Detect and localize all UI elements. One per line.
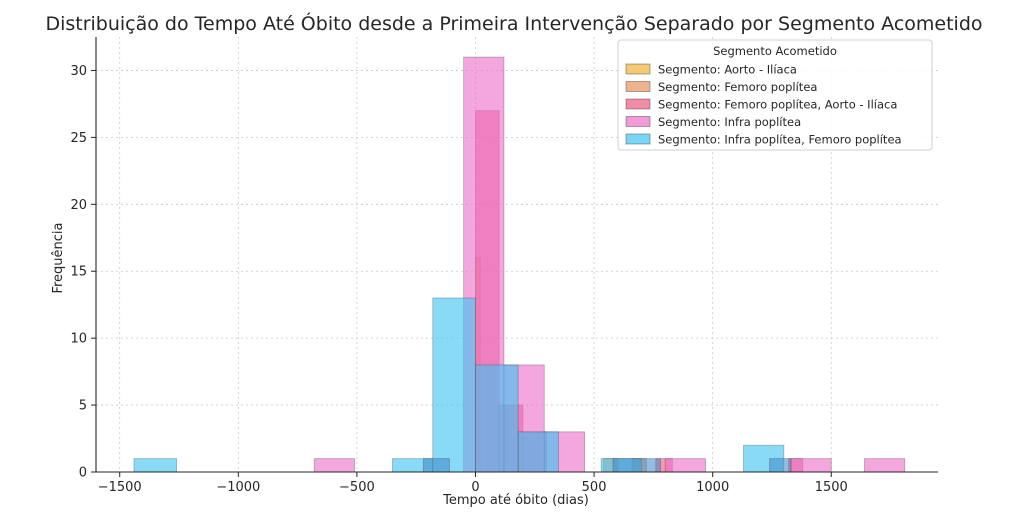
histogram-bar: [864, 458, 906, 473]
legend-frame: [617, 39, 933, 151]
x-tick-label: −1500: [98, 480, 142, 495]
histogram-bar: [133, 458, 178, 473]
x-tick-label: 500: [582, 480, 607, 495]
axes-layer: [95, 37, 938, 473]
histogram-bar: [790, 458, 832, 473]
y-tick-label: 10: [70, 332, 87, 347]
legend-label: Segmento: Aorto - Ilíaca: [658, 63, 797, 77]
y-axis-label: Frequência: [51, 222, 66, 293]
legend-label: Segmento: Infra poplítea: [658, 115, 801, 129]
bars-layer: [133, 56, 906, 473]
y-tick-label: 5: [79, 399, 87, 414]
histogram-bar-overlap: [769, 458, 792, 473]
histogram-bar: [475, 364, 519, 473]
histogram-bar: [432, 297, 476, 473]
legend-swatch: [625, 98, 651, 110]
x-tick-label: 1000: [696, 480, 729, 495]
histogram-bar: [517, 431, 559, 473]
legend-swatch: [625, 81, 651, 92]
histogram-bar: [313, 458, 355, 473]
y-tick-label: 0: [79, 466, 87, 481]
legend-swatch: [625, 133, 651, 145]
y-tick-label: 25: [70, 131, 87, 146]
legend-swatch: [625, 63, 651, 75]
x-tick-label: −500: [339, 480, 375, 495]
legend-label: Segmento: Femoro poplítea, Aorto - Ilíac…: [658, 98, 897, 112]
legend-title: Segmento Acometido: [713, 44, 837, 58]
legend-label: Segmento: Femoro poplítea: [658, 80, 817, 94]
x-tick-label: −1000: [216, 480, 260, 495]
legend: Segmento Acometido Segmento: Aorto - Ilí…: [617, 39, 933, 151]
y-tick-label: 20: [70, 198, 87, 213]
legend-swatch: [625, 116, 651, 127]
histogram-bar-overlap: [422, 458, 450, 473]
histogram-bar-overlap: [612, 458, 661, 473]
histogram-bar: [664, 458, 706, 473]
legend-label: Segmento: Infra poplítea, Femoro poplíte…: [658, 133, 902, 147]
chart-title: Distribuição do Tempo Até Óbito desde a …: [45, 11, 982, 35]
ticks-layer: −1500 −1000 −500 0 500 1000 1500 0 5 10 15 20 25 30: [70, 64, 847, 495]
y-tick-label: 15: [70, 265, 87, 280]
y-tick-label: 30: [70, 64, 87, 79]
legend-items: Segmento: Aorto - Ilíaca Segmento: Femoro…: [625, 63, 902, 147]
x-axis-label: Tempo até óbito (dias): [442, 493, 589, 508]
grid-layer: [96, 37, 938, 473]
x-tick-label: 1500: [815, 480, 848, 495]
x-tick-label: 0: [471, 480, 479, 495]
